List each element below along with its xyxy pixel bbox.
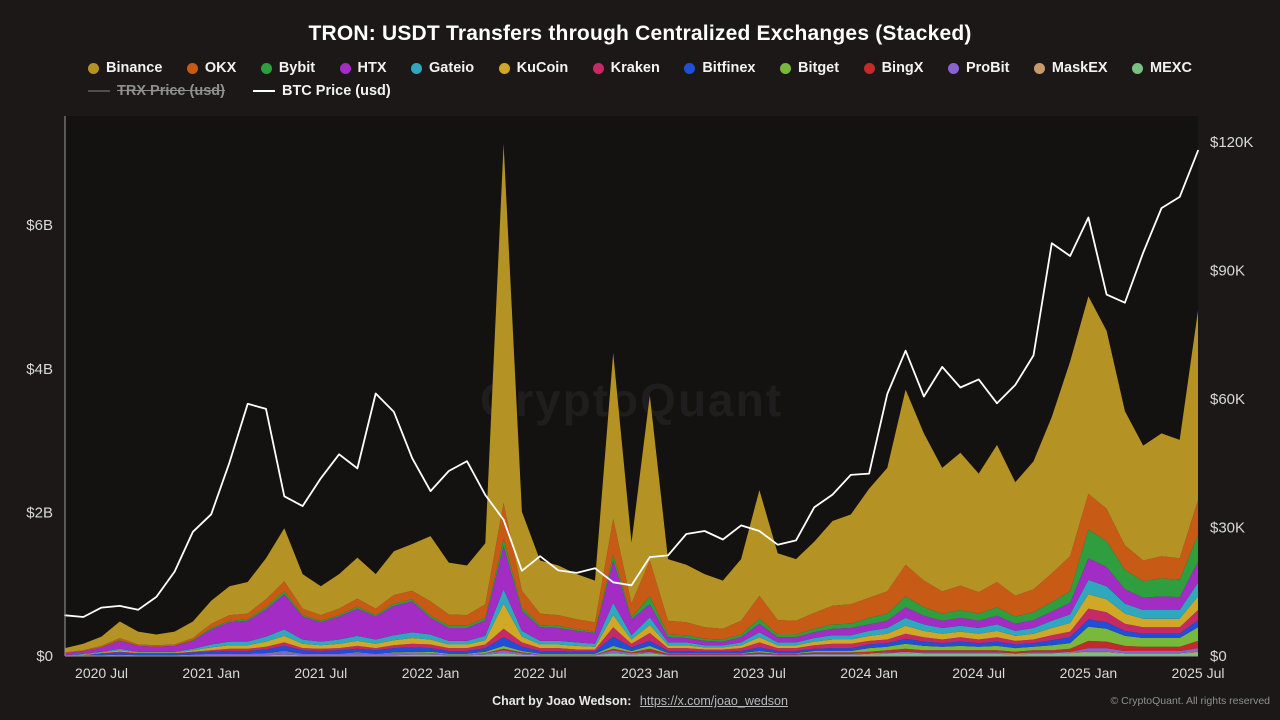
legend-label: TRX Price (usd) (117, 83, 225, 99)
legend-item-okx[interactable]: OKX (186, 60, 237, 76)
x-axis-tick-label: 2021 Jul (294, 665, 347, 681)
legend-label: Bybit (278, 60, 316, 76)
stacked-area-chart[interactable]: CryptoQuant $0 $2B $4B $6B $0 $30K $60K $90K $120… (0, 108, 1280, 690)
legend-label: OKX (204, 60, 237, 76)
legend-label: Kraken (610, 60, 660, 76)
legend-dot-icon (863, 62, 875, 74)
right-axis-tick-label: $60K (1210, 391, 1245, 408)
x-axis-tick-label: 2021 Jan (182, 665, 240, 681)
chart-legend: Binance OKX Bybit HTX Gateio KuCoin Kraken Bitf… (88, 60, 1192, 99)
area-series-bingx (65, 640, 1198, 656)
x-axis-tick-label: 2022 Jan (402, 665, 460, 681)
legend-label: HTX (357, 60, 387, 76)
area-series-mexc (65, 652, 1198, 656)
watermark-text: CryptoQuant (480, 374, 783, 426)
legend-dot-icon (411, 62, 423, 74)
credit-label: Chart by Joao Wedson: (492, 694, 632, 708)
area-series-bitfinex (65, 619, 1198, 656)
x-axis-tick-label: 2023 Jan (621, 665, 679, 681)
legend-label: BingX (881, 60, 924, 76)
area-series-maskex (65, 651, 1198, 656)
legend-label: Bitfinex (702, 60, 756, 76)
x-axis-tick-label: 2025 Jan (1060, 665, 1118, 681)
legend-label: ProBit (965, 60, 1010, 76)
legend-dot-icon (1132, 62, 1144, 74)
legend-item-probit[interactable]: ProBit (947, 60, 1010, 76)
legend-item-btc-price-usd[interactable]: BTC Price (usd) (252, 83, 391, 99)
legend-label: BTC Price (usd) (281, 83, 391, 99)
left-axis-tick-label: $0 (36, 648, 53, 665)
legend-item-maskex[interactable]: MaskEX (1033, 60, 1108, 76)
legend-item-kraken[interactable]: Kraken (592, 60, 660, 76)
legend-item-binance[interactable]: Binance (88, 60, 162, 76)
left-axis-tick-label: $6B (26, 217, 53, 234)
area-series-htx (65, 546, 1198, 656)
legend-dot-icon (947, 62, 959, 74)
legend-label: Binance (106, 60, 163, 76)
legend-label: Gateio (429, 60, 475, 76)
right-axis-tick-label: $120K (1210, 134, 1253, 151)
area-series-binance (65, 144, 1198, 653)
legend-line-icon (88, 90, 110, 92)
legend-dot-icon (498, 62, 510, 74)
right-axis-tick-label: $0 (1210, 648, 1227, 665)
right-axis-tick-label: $30K (1210, 520, 1245, 537)
area-series-gateio (65, 579, 1198, 656)
legend-item-bitfinex[interactable]: Bitfinex (684, 60, 756, 76)
btc-price-line (64, 149, 1199, 618)
x-axis-tick-label: 2024 Jan (840, 665, 898, 681)
area-series-kucoin (65, 594, 1198, 656)
legend-overlay-row: TRX Price (usd) BTC Price (usd) (88, 83, 1192, 99)
legend-label: KuCoin (516, 60, 569, 76)
area-series-okx (65, 493, 1198, 654)
legend-dot-icon (684, 62, 696, 74)
left-axis-tick-label: $2B (26, 504, 53, 521)
legend-item-kucoin[interactable]: KuCoin (498, 60, 569, 76)
chart-footer: Chart by Joao Wedson: https://x.com/joao… (0, 694, 1280, 708)
legend-item-bybit[interactable]: Bybit (260, 60, 316, 76)
legend-series-row: Binance OKX Bybit HTX Gateio KuCoin Kraken Bitf… (88, 60, 1192, 76)
legend-dot-icon (260, 62, 272, 74)
legend-label: Bitget (797, 60, 840, 76)
x-axis-tick-label: 2023 Jul (733, 665, 786, 681)
area-series-probit (65, 648, 1198, 656)
legend-item-mexc[interactable]: MEXC (1132, 60, 1192, 76)
x-axis-tick-label: 2024 Jul (952, 665, 1005, 681)
legend-dot-icon (592, 62, 604, 74)
copyright-text: © CryptoQuant. All rights reserved (1110, 695, 1270, 707)
legend-item-bitget[interactable]: Bitget (779, 60, 840, 76)
chart-title: TRON: USDT Transfers through Centralized… (308, 22, 972, 45)
legend-dot-icon (186, 62, 198, 74)
area-series-bitget (65, 626, 1198, 656)
legend-item-gateio[interactable]: Gateio (411, 60, 474, 76)
legend-item-trx-price-usd[interactable]: TRX Price (usd) (88, 83, 225, 99)
credit-link[interactable]: https://x.com/joao_wedson (639, 694, 788, 708)
legend-item-htx[interactable]: HTX (339, 60, 387, 76)
area-series-kraken (65, 608, 1198, 656)
x-axis-tick-label: 2025 Jul (1172, 665, 1225, 681)
legend-item-bingx[interactable]: BingX (863, 60, 924, 76)
left-axis-tick-label: $4B (26, 361, 53, 378)
legend-label: MaskEX (1051, 60, 1108, 76)
legend-dot-icon (779, 62, 791, 74)
legend-label: MEXC (1150, 60, 1192, 76)
x-axis-tick-label: 2022 Jul (514, 665, 567, 681)
right-axis-tick-label: $90K (1210, 263, 1245, 280)
legend-line-icon (252, 90, 275, 92)
x-axis-tick-label: 2020 Jul (75, 665, 128, 681)
legend-dot-icon (1033, 62, 1045, 74)
legend-dot-icon (339, 62, 351, 74)
legend-dot-icon (88, 62, 99, 74)
